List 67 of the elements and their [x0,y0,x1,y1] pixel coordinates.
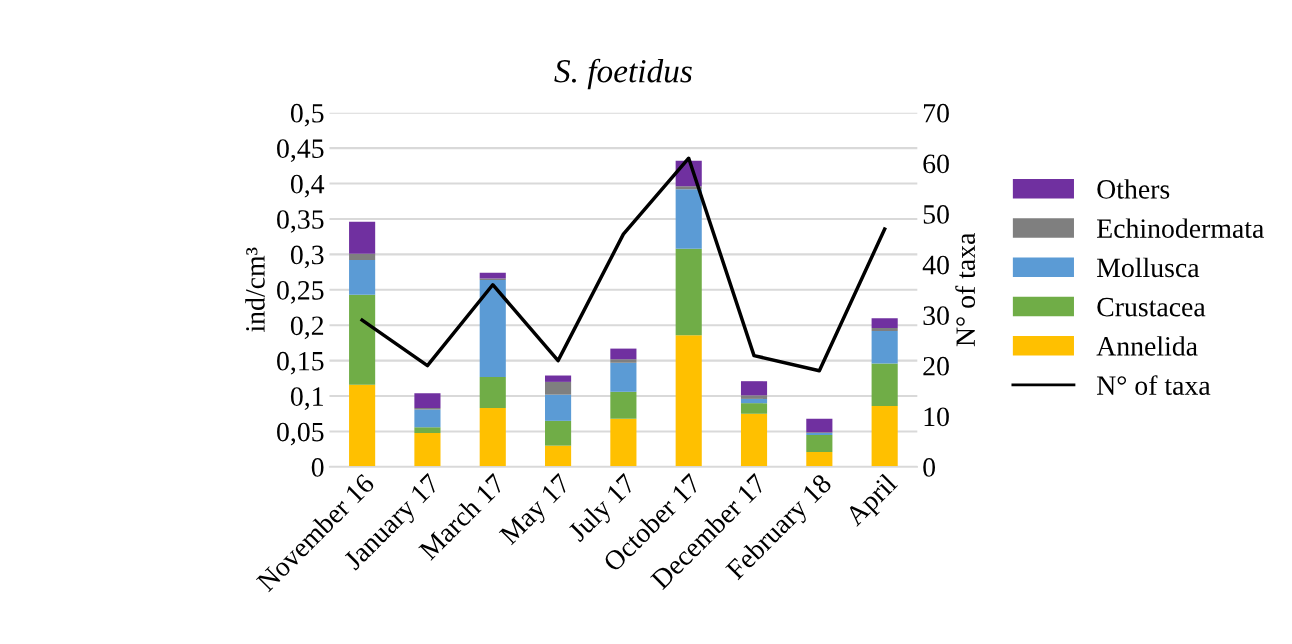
bar [871,328,898,331]
y-tick-label: 0,25 [277,280,324,304]
bar [349,384,376,467]
y-tick-label: 0,05 [277,422,324,446]
legend-label: Others [1097,179,1170,199]
bar [349,253,376,261]
y2-axis-title: N° of taxa [955,232,976,347]
y-tick-label: 0,3 [290,245,324,269]
legend-label: Mollusca [1097,257,1200,278]
bar [414,409,441,428]
y-tick-label: 0,4 [290,174,325,198]
bar [610,362,637,392]
y2-tick-label: 20 [923,356,949,376]
bar [479,376,506,409]
bar [806,435,833,453]
legend-label: N° of taxa [1097,375,1211,395]
bar [349,260,376,295]
y2-tick-label: 50 [923,205,949,224]
bar [871,330,898,364]
y2-tick-label: 30 [923,306,949,326]
y-axis-title: ind/cm³ [245,247,265,332]
y-tick-label: 0,2 [290,316,324,340]
y-tick-label: 0,45 [277,139,324,163]
bar [349,221,376,254]
bar [740,413,768,467]
bar [545,381,572,395]
y-tick-label: 0,35 [277,210,324,233]
chart-title: S. foetidus [554,58,692,90]
legend-label: Echinodermata [1097,218,1264,238]
y2-tick-label: 60 [923,154,949,174]
bar [414,427,441,433]
bar [675,335,702,467]
bar [545,445,572,467]
bar [479,408,506,467]
y2-tick-label: 70 [924,103,949,123]
y-tick-label: 0,5 [290,103,324,127]
bar [545,394,572,421]
bar [545,375,572,382]
legend-label: Crustacea [1097,297,1206,317]
y-tick-label: 0,15 [277,351,324,375]
bar [610,348,637,360]
bar [349,294,376,385]
bar [610,391,637,419]
bar [414,393,441,409]
bar [610,418,637,467]
bar [740,398,768,404]
bar [675,248,702,336]
y-tick-label: 0 [311,458,324,477]
bar [675,189,702,249]
line-series [360,156,887,373]
y2-tick-label: 10 [924,407,949,427]
bar [806,452,833,467]
bar [871,318,898,329]
y2-tick-label: 0 [923,458,936,477]
bar [740,395,768,399]
bar [871,405,898,467]
bar [610,359,637,363]
bar [871,363,898,406]
legend-label: Annelida [1096,336,1198,356]
bar [806,418,833,433]
bar [740,381,768,396]
y2-tick-label: 40 [922,255,949,275]
bar [414,432,441,467]
bar [545,420,572,446]
bar [479,279,506,377]
bar [740,403,768,414]
y-tick-label: 0,1 [290,387,323,410]
